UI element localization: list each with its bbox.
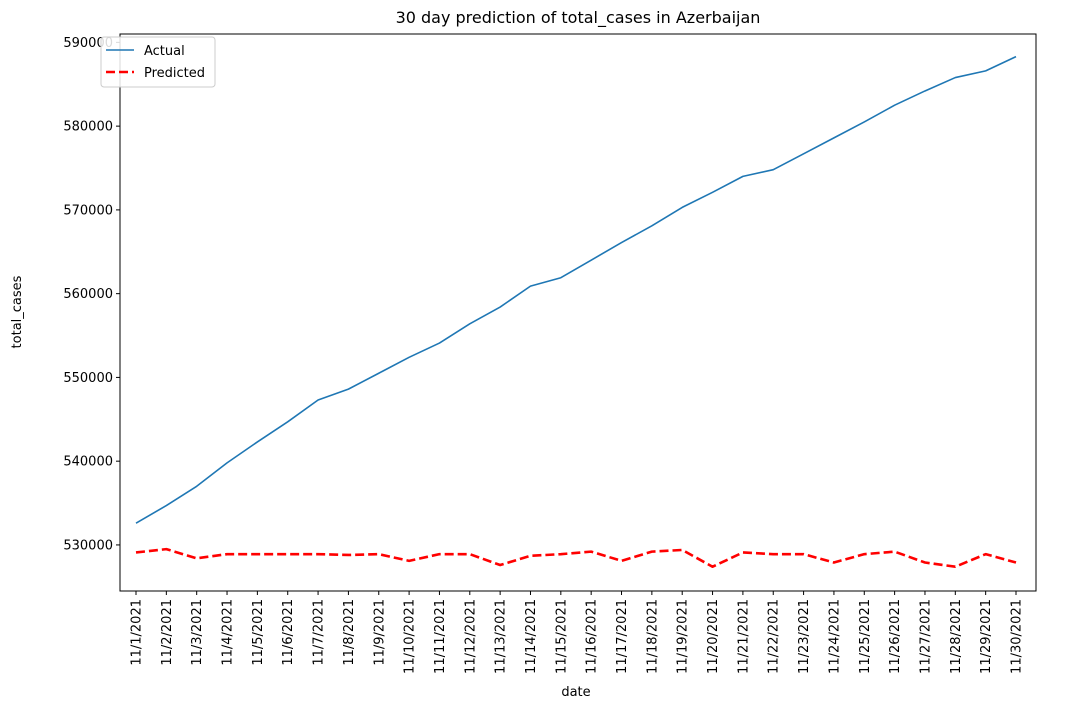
x-tick-label: 11/15/2021 (554, 599, 569, 674)
series-lines (135, 55, 1017, 569)
y-tick-label: 540000 (63, 455, 113, 470)
x-tick-label: 11/20/2021 (706, 599, 721, 674)
x-tick-label: 11/11/2021 (433, 599, 448, 674)
x-tick-label: 11/25/2021 (858, 599, 873, 674)
y-tick-label: 530000 (63, 538, 113, 553)
series-line-predicted (135, 547, 1017, 569)
x-tick-label: 11/12/2021 (463, 599, 478, 674)
x-tick-label: 11/14/2021 (524, 599, 539, 674)
x-tick-label: 11/30/2021 (1010, 599, 1025, 674)
x-tick-label: 11/9/2021 (372, 599, 387, 666)
x-tick-label: 11/10/2021 (403, 599, 418, 674)
y-tick-label: 580000 (63, 120, 113, 135)
x-tick-label: 11/5/2021 (251, 599, 266, 666)
x-tick-label: 11/18/2021 (645, 599, 660, 674)
x-tick-label: 11/21/2021 (736, 599, 751, 674)
x-tick-label: 11/24/2021 (827, 599, 842, 674)
x-tick-label: 11/2/2021 (160, 599, 175, 666)
x-tick-label: 11/26/2021 (888, 599, 903, 674)
x-tick-label: 11/8/2021 (342, 599, 357, 666)
x-tick-label: 11/16/2021 (585, 599, 600, 674)
x-tick-label: 11/23/2021 (797, 599, 812, 674)
series-line-actual (135, 55, 1017, 524)
chart-title: 30 day prediction of total_cases in Azer… (396, 8, 761, 28)
x-tick-label: 11/1/2021 (130, 599, 145, 666)
y-tick-label: 560000 (63, 287, 113, 302)
legend-label-actual: Actual (144, 44, 185, 59)
x-tick-label: 11/28/2021 (949, 599, 964, 674)
x-axis-label: date (561, 685, 590, 700)
y-tick-label: 570000 (63, 203, 113, 218)
y-tick-label: 550000 (63, 371, 113, 386)
x-tick-label: 11/4/2021 (221, 599, 236, 666)
x-tick-label: 11/22/2021 (767, 599, 782, 674)
x-tick-label: 11/19/2021 (676, 599, 691, 674)
axes: 5300005400005500005600005700005800005900… (63, 36, 1024, 674)
x-tick-label: 11/7/2021 (312, 599, 327, 666)
x-tick-label: 11/13/2021 (494, 599, 509, 674)
x-tick-label: 11/17/2021 (615, 599, 630, 674)
x-tick-label: 11/27/2021 (918, 599, 933, 674)
plot-frame (119, 33, 1037, 592)
legend-label-predicted: Predicted (144, 66, 205, 81)
x-tick-label: 11/29/2021 (979, 599, 994, 674)
legend: Actual Predicted (100, 36, 216, 88)
y-axis-label: total_cases (10, 275, 25, 348)
x-tick-label: 11/3/2021 (190, 599, 205, 666)
x-tick-label: 11/6/2021 (281, 599, 296, 666)
